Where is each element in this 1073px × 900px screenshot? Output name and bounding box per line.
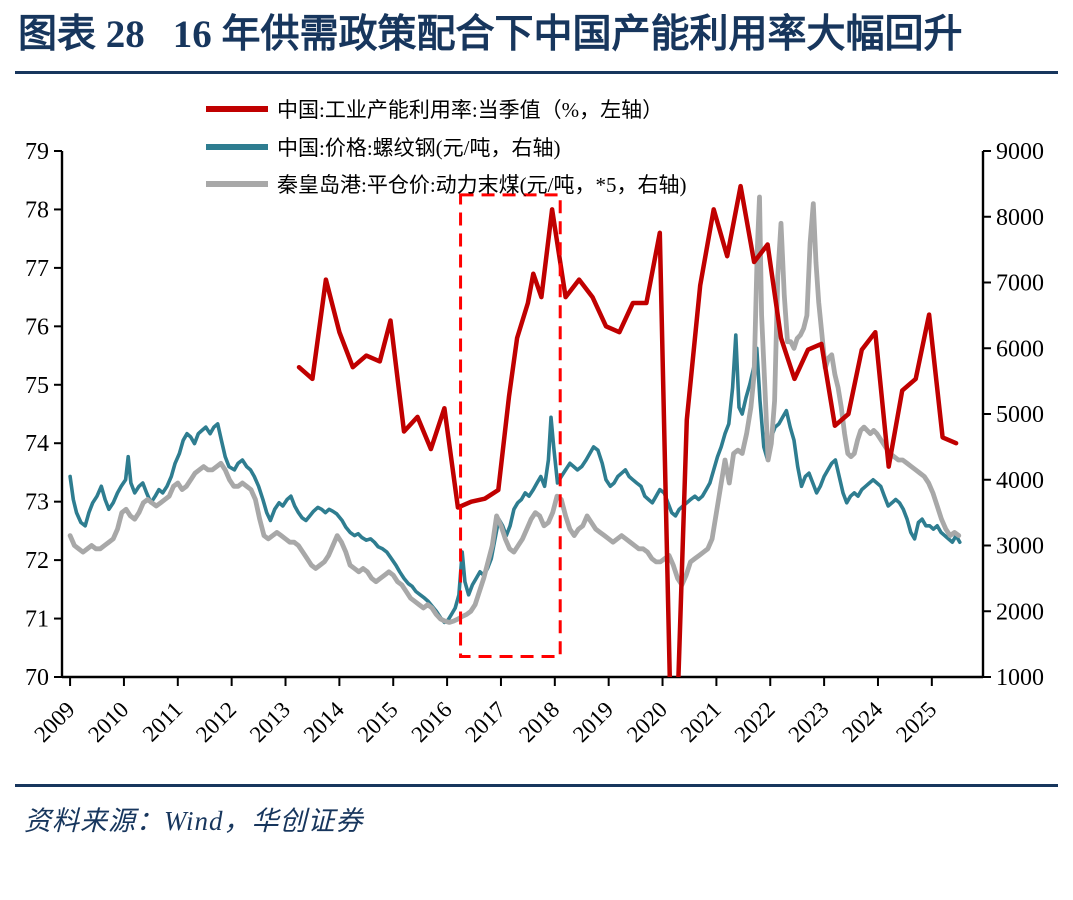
x-axis-tick-label: 2022	[730, 696, 780, 746]
right-axis-tick-label: 8000	[996, 204, 1044, 230]
report-figure: 图表 28 16 年供需政策配合下中国产能利用率大幅回升 70 71 72 73 74 75…	[0, 0, 1073, 838]
legend-label-coal: 秦皇岛港:平仓价:动力末煤(元/吨，*5，右轴)	[277, 173, 687, 197]
x-axis-tick-label: 2016	[406, 696, 456, 746]
right-axis-tick-label: 3000	[996, 533, 1044, 559]
left-axis-tick-label: 71	[25, 606, 49, 632]
x-axis-tick-label: 2014	[299, 696, 350, 747]
source-note: 资料来源：Wind，华创证券	[0, 787, 1073, 838]
figure-title-text: 16 年供需政策配合下中国产能利用率大幅回升	[172, 13, 963, 56]
top-divider	[15, 70, 1058, 74]
x-axis-tick-label: 2015	[353, 696, 403, 746]
x-axis-tick-label: 2017	[460, 696, 510, 746]
series-rebar-line	[68, 332, 962, 624]
x-axis-tick-label: 2009	[29, 696, 79, 746]
source-value: Wind，华创证券	[164, 805, 364, 836]
left-axis-tick-label: 76	[25, 314, 49, 340]
x-axis-tick-label: 2020	[622, 696, 672, 746]
right-axis-tick-label: 9000	[996, 139, 1044, 165]
x-axis-tick-label: 2012	[191, 696, 241, 746]
x-axis-tick-label: 2021	[676, 696, 726, 746]
x-axis-tick-label: 2018	[514, 696, 564, 746]
right-axis-tick-label: 2000	[996, 599, 1044, 625]
source-label: 资料来源：	[24, 805, 164, 836]
right-axis-tick-label: 4000	[996, 467, 1044, 493]
left-axis-tick-label: 73	[25, 489, 49, 515]
figure-label: 图表 28	[18, 13, 145, 56]
left-axis-tick-label: 79	[25, 139, 49, 165]
right-axis-tick-label: 5000	[996, 402, 1044, 428]
series-utilization-line	[296, 183, 959, 677]
x-axis-tick-label: 2013	[245, 696, 295, 746]
capacity-utilization-chart: 70 71 72 73 74 75 76 77 78 79 1000 2000 3000 4000 5000…	[25, 98, 1044, 747]
right-axis-tick-label: 1000	[996, 665, 1044, 691]
legend-label-rebar: 中国:价格:螺纹钢(元/吨，右轴)	[277, 136, 561, 160]
left-axis-tick-label: 75	[25, 372, 49, 398]
x-axis-tick-label: 2023	[783, 696, 833, 746]
x-axis-tick-label: 2025	[891, 696, 941, 746]
x-axis-tick-label: 2019	[568, 696, 618, 746]
legend-label-utilization: 中国:工业产能利用率:当季值（%，左轴）	[277, 98, 663, 122]
series-coal-line	[67, 194, 962, 625]
x-axis-tick-label: 2024	[837, 696, 888, 747]
left-axis-tick-label: 77	[25, 255, 49, 281]
x-axis-tick-label: 2010	[83, 696, 133, 746]
x-axis-tick-label: 2011	[138, 696, 188, 746]
left-axis-tick-label: 70	[25, 665, 49, 691]
right-axis-tick-label: 6000	[996, 336, 1044, 362]
plot-area: 70 71 72 73 74 75 76 77 78 79 1000 2000 3000 4000 5000…	[25, 139, 1044, 747]
figure-title: 图表 28 16 年供需政策配合下中国产能利用率大幅回升	[0, 0, 1073, 65]
bottom-divider	[15, 783, 1058, 787]
left-axis-tick-label: 74	[25, 431, 49, 457]
left-axis-tick-label: 72	[25, 548, 49, 574]
highlight-box-2016-policy	[459, 192, 562, 658]
left-axis-tick-label: 78	[25, 197, 49, 223]
right-axis-tick-label: 7000	[996, 270, 1044, 296]
chart-legend: 中国:工业产能利用率:当季值（%，左轴） 中国:价格:螺纹钢(元/吨，右轴) 秦…	[206, 98, 687, 197]
